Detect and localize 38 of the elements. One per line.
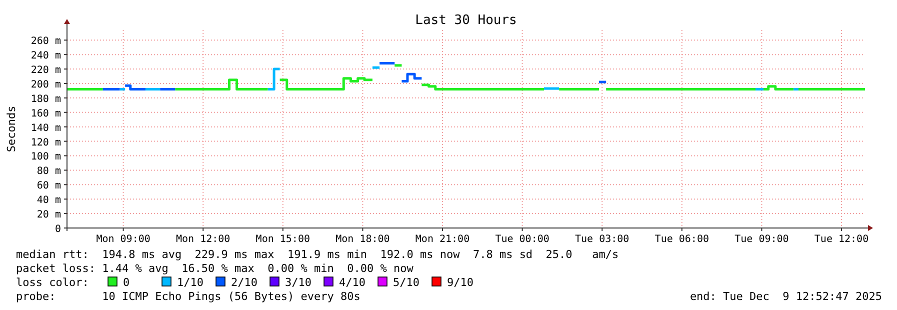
- y-tick-label: 220 m: [30, 65, 61, 76]
- legend-label: 4/10: [339, 276, 366, 289]
- x-tick-label: Tue 00:00: [495, 234, 550, 245]
- legend-label: 2/10: [231, 276, 258, 289]
- y-tick-label: 80 m: [36, 166, 61, 178]
- text: median rtt: 194.8 ms avg 229.9 ms max 191.9 ms min 192.0 ms now 7.8 ms sd 25.0 am/s: [16, 248, 619, 261]
- legend-label: 5/10: [393, 276, 420, 289]
- text: end: Tue Dec 9 12:52:47 2025: [690, 290, 882, 303]
- x-tick-label: Tue 09:00: [734, 234, 789, 245]
- y-tick-label: 140 m: [30, 122, 61, 134]
- y-tick-label: 100 m: [30, 152, 61, 163]
- x-tick-label: Mon 12:00: [176, 234, 230, 245]
- legend-label: 0: [123, 276, 130, 289]
- x-tick-label: Mon 18:00: [336, 234, 390, 245]
- chart-title: Last 30 Hours: [415, 13, 517, 28]
- y-tick-label: 240 m: [30, 50, 61, 62]
- x-tick-label: Tue 06:00: [654, 234, 709, 245]
- y-axis-title: Seconds: [5, 106, 18, 152]
- x-tick-label: Tue 03:00: [575, 234, 630, 245]
- y-tick-label: 120 m: [30, 137, 61, 148]
- text: probe: 10 ICMP Echo Pings (56 Bytes) every 80s: [16, 290, 360, 303]
- x-tick-label: Mon 21:00: [415, 234, 470, 245]
- legend-label: 3/10: [285, 276, 312, 289]
- y-tick-label: 180 m: [30, 94, 61, 105]
- y-tick-label: 160 m: [30, 108, 61, 120]
- y-tick-label: 40 m: [36, 195, 61, 206]
- legend-label: 1/10: [177, 276, 204, 289]
- x-tick-label: Mon 09:00: [96, 234, 150, 245]
- text: packet loss: 1.44 % avg 16.50 % max 0.00 % min 0.00 % now: [16, 262, 414, 275]
- x-tick-label: Tue 12:00: [814, 234, 869, 245]
- x-tick-label: Mon 15:00: [256, 234, 310, 245]
- y-tick-label: 20 m: [36, 210, 61, 221]
- y-tick-label: 60 m: [36, 180, 61, 192]
- legend-title: loss color:: [16, 276, 89, 289]
- legend-label: 9/10: [447, 276, 474, 289]
- y-tick-label: 200 m: [30, 79, 61, 90]
- y-tick-label: 0: [54, 224, 61, 235]
- y-tick-label: 260 m: [30, 36, 61, 48]
